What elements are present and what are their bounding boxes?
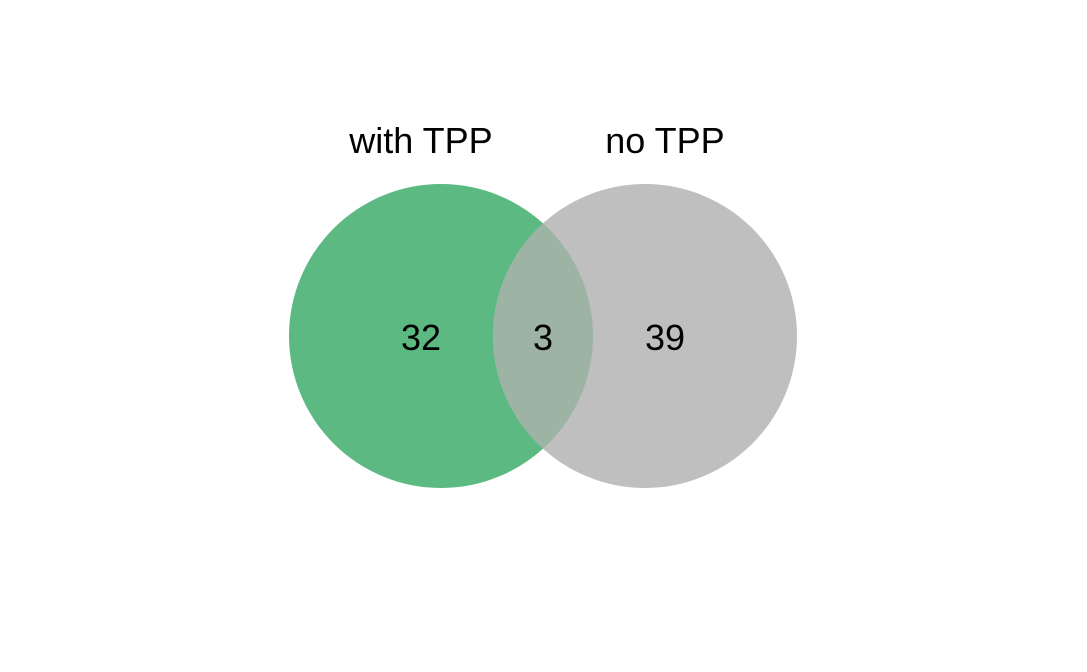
count-no-tpp-only: 39	[645, 317, 685, 358]
intersection-region	[493, 184, 593, 488]
set-label-with-tpp: with TPP	[348, 120, 492, 161]
count-with-tpp-only: 32	[401, 317, 441, 358]
count-intersection: 3	[533, 317, 553, 358]
set-label-no-tpp: no TPP	[605, 120, 724, 161]
